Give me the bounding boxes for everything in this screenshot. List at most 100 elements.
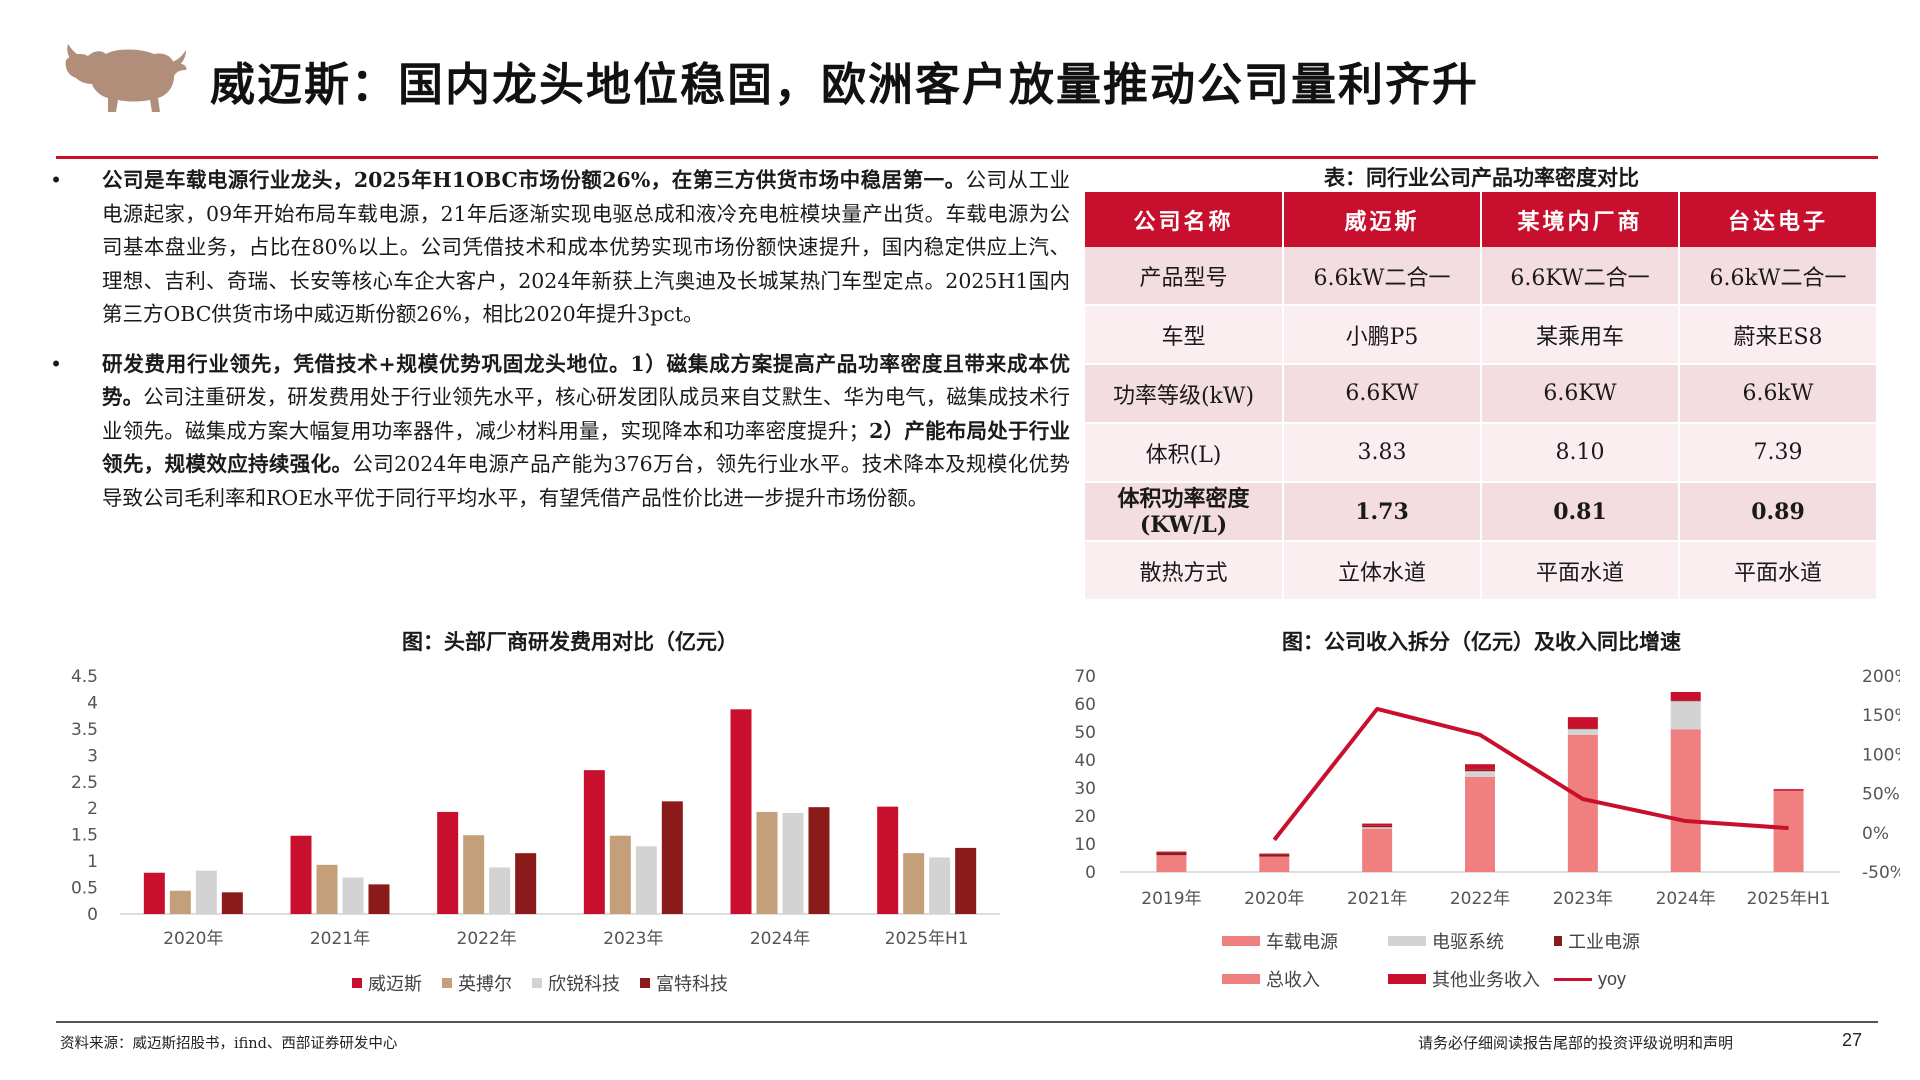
stacked-bar-segment [1362, 828, 1393, 872]
table-cell: 车型 [1085, 305, 1284, 365]
bar [489, 867, 511, 914]
legend-swatch [1222, 936, 1260, 946]
bar [515, 853, 537, 914]
y-tick-label: 20 [1074, 807, 1096, 827]
bar [929, 857, 951, 914]
table-cell: 0.81 [1481, 482, 1680, 542]
yoy-line [1272, 706, 1789, 842]
legend-label: 车载电源 [1266, 932, 1338, 953]
legend-swatch [1388, 974, 1426, 984]
table-cell: 8.10 [1481, 423, 1680, 483]
x-tick-label: 2020年 [1244, 889, 1304, 909]
stacked-bar-segment [1156, 852, 1187, 856]
x-tick-label: 2019年 [1141, 889, 1201, 909]
table-cell: 6.6kW二合一 [1679, 247, 1878, 306]
footer-divider [56, 1021, 1878, 1023]
table-row: 散热方式 立体水道 平面水道 平面水道 [1085, 541, 1878, 601]
bar [463, 835, 485, 914]
y-tick-label: 3.5 [71, 720, 98, 740]
stacked-bar-segment [1465, 764, 1495, 770]
bar [195, 870, 217, 914]
title-divider [56, 156, 1878, 159]
x-tick-label: 2021年 [310, 929, 370, 949]
stacked-bar-segment [1259, 853, 1290, 855]
table-header-row: 公司名称 威迈斯 某境内厂商 台达电子 [1085, 192, 1878, 247]
table-header-cell: 威迈斯 [1283, 192, 1482, 247]
y-tick-label: 2 [87, 799, 98, 819]
legend-label: 英搏尔 [458, 974, 512, 995]
y-tick-label: 10 [1074, 835, 1096, 855]
y2-tick-label: 0% [1862, 824, 1889, 844]
rd-chart-title: 图：头部厂商研发费用对比（亿元） [402, 629, 738, 654]
bullet-body: 公司从工业电源起家，09年开始布局车载电源，21年后逐渐实现电驱总成和液冷充电桩… [102, 168, 1071, 326]
legend-swatch [442, 978, 452, 988]
legend-label: yoy [1598, 968, 1627, 989]
stacked-bar-segment [1259, 856, 1290, 872]
table-cell: 1.73 [1283, 482, 1482, 542]
bar [583, 770, 605, 914]
y2-tick-label: 150% [1862, 706, 1900, 726]
bar [756, 811, 778, 914]
bar [169, 890, 191, 914]
y-tick-label: 1 [87, 852, 98, 872]
bar [316, 864, 338, 914]
x-tick-label: 2024年 [1656, 889, 1716, 909]
y-tick-label: 0 [1085, 863, 1096, 883]
legend-label: 欣锐科技 [548, 974, 620, 995]
source-note: 资料来源：威迈斯招股书，ifind、西部证券研发中心 [60, 1036, 398, 1052]
y-tick-label: 0 [87, 905, 98, 925]
table-cell: 6.6kW二合一 [1283, 247, 1482, 306]
x-tick-label: 2024年 [750, 929, 810, 949]
bar [437, 811, 459, 914]
legend-label: 威迈斯 [368, 974, 422, 995]
legend-swatch [1222, 974, 1260, 984]
revenue-chart-legend: 车载电源 电驱系统 工业电源 总收入 其他业务收入 yoy [1222, 928, 1642, 992]
y2-tick-label: 100% [1862, 745, 1900, 765]
legend-swatch [1388, 936, 1426, 946]
stacked-bar-segment [1465, 769, 1495, 772]
bar [730, 709, 752, 914]
y-tick-label: 50 [1074, 723, 1096, 743]
y-tick-label: 40 [1074, 751, 1096, 771]
legend-swatch [1554, 936, 1562, 946]
bull-logo [65, 44, 187, 112]
table-cell: 体积功率密度 (KW/L) [1085, 482, 1284, 542]
y2-tick-label: 50% [1862, 785, 1900, 805]
stacked-bar-segment [1362, 827, 1393, 829]
x-tick-label: 2023年 [603, 929, 663, 949]
stacked-bar-segment [1567, 728, 1598, 730]
stacked-bar-segment [1567, 717, 1598, 729]
stacked-bar-segment [1465, 771, 1495, 777]
table-cell: 功率等级(kW) [1085, 364, 1284, 424]
bullet-item: • 公司是车载电源行业龙头，2025年H1OBC市场份额26%，在第三方供货市场… [50, 164, 1070, 332]
y-tick-label: 4 [87, 693, 98, 713]
table-cell: 立体水道 [1283, 541, 1482, 601]
stacked-bar-segment [1670, 691, 1701, 701]
table-cell: 平面水道 [1481, 541, 1680, 601]
stacked-bar-segment [1259, 854, 1290, 857]
table-title: 表：同行业公司产品功率密度对比 [1324, 165, 1639, 190]
bullet-dot: • [50, 351, 63, 376]
x-tick-label: 2025年H1 [1747, 889, 1831, 909]
stacked-bar-segment [1567, 734, 1598, 872]
x-tick-label: 2023年 [1553, 889, 1613, 909]
legend-label: 工业电源 [1568, 932, 1640, 953]
stacked-bar-segment [1156, 855, 1187, 872]
disclaimer: 请务必仔细阅读报告尾部的投资评级说明和声明 [1418, 1034, 1734, 1052]
x-tick-label: 2022年 [457, 929, 517, 949]
y-tick-label: 70 [1074, 667, 1096, 687]
revenue-chart-title: 图：公司收入拆分（亿元）及收入同比增速 [1282, 629, 1681, 654]
bar [808, 807, 830, 914]
bar [368, 884, 390, 914]
y-tick-label: 3 [87, 746, 98, 766]
bar [342, 877, 364, 914]
bullet-body: 公司注重研发，研发费用处于行业领先水平，核心研发团队成员来自艾默生、华为电气，磁… [102, 385, 1071, 443]
table-cell: 6.6KW [1283, 364, 1482, 424]
legend-label: 其他业务收入 [1432, 970, 1540, 991]
table-cell: 0.89 [1679, 482, 1878, 542]
y2-tick-label: 200% [1862, 667, 1900, 687]
legend-swatch [352, 978, 362, 988]
x-tick-label: 2022年 [1450, 889, 1510, 909]
table-cell: 产品型号 [1085, 247, 1284, 306]
y-tick-label: 0.5 [71, 879, 98, 899]
